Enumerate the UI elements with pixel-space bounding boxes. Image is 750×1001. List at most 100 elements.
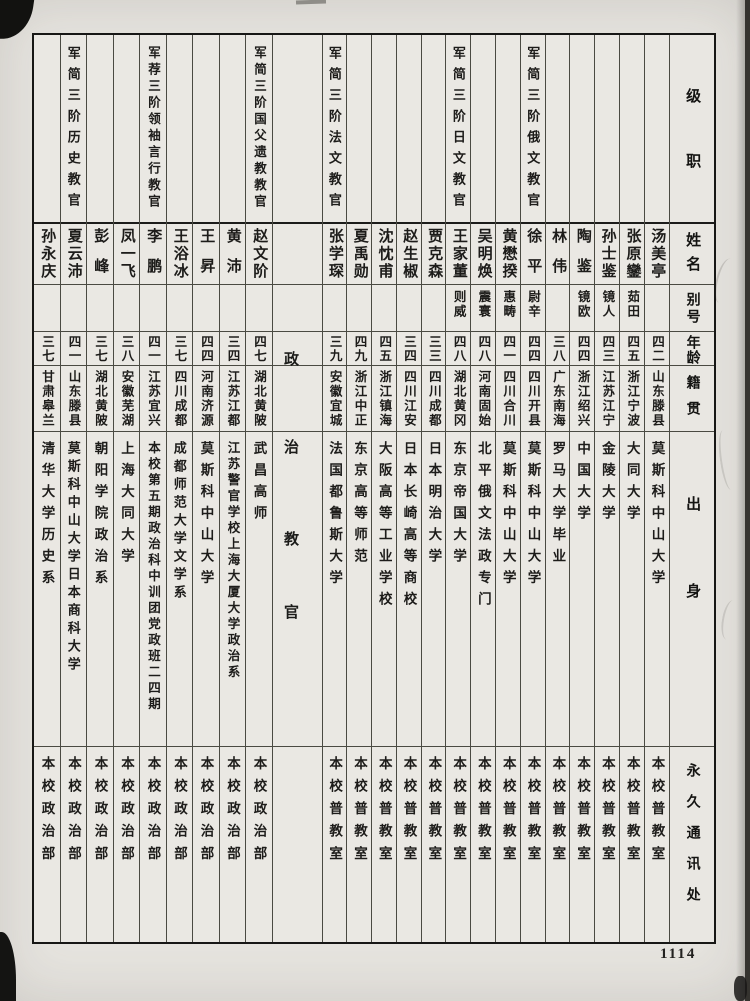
scan-smudge [715,429,739,491]
native-cell-text: 四川成都 [426,370,441,428]
age-cell-text: 三七 [40,335,54,363]
age-cell: 三九 [322,332,347,366]
name-cell-text: 王昇 [198,228,215,285]
rank-cell-text: 军简三阶历史教官 [65,46,81,214]
name-cell: 夏禹勋 [347,224,372,285]
field-label-permanent-address-cell: 永久通讯处 [670,747,714,942]
name-cell-text: 贾克森 [426,228,443,281]
person-column: 汤美亭 四二 山东滕县 莫斯科中山大学 本校普教室 [644,35,670,942]
name-cell: 王家董 [446,224,471,285]
address-cell: 本校政治部 [61,747,87,942]
scan-mark-top-edge [295,0,327,5]
name-cell-text: 孙永庆 [39,228,56,281]
age-cell: 三四 [219,332,245,366]
age-cell-text: 四五 [625,335,640,363]
native-cell: 四川开县 [520,366,545,432]
name-cell: 沈忱甫 [372,224,396,285]
rank-cell [166,35,192,224]
person-column: 赵生椒 三四 四川江安 日本长崎高等商校 本校普教室 [396,35,422,942]
hao-cell [113,285,139,332]
rank-cell [644,35,669,224]
background-cell: 大同大学 [620,432,644,747]
name-cell-text: 林伟 [550,228,567,285]
person-column: 沈忱甫 四五 浙江镇海 大阪高等工业学校 本校普教室 [372,35,397,942]
rank-cell-text: 军荐三阶领袖言行教官 [146,46,160,211]
field-label-background: 出身 [684,496,701,670]
native-cell-text: 浙江镇海 [377,370,392,428]
background-cell-text: 东京帝国大学 [451,441,467,570]
native-cell-text: 江苏江都 [225,370,240,428]
hao-cell: 震寰 [471,285,496,332]
native-cell-text: 湖北黄陂 [252,370,266,428]
name-cell-text: 黄沛 [224,228,241,285]
native-cell: 浙江绍兴 [570,366,595,432]
native-cell: 山东滕县 [644,366,669,432]
name-cell: 徐平 [520,224,545,285]
background-cell-text: 莫斯科中山大学 [649,441,665,592]
background-cell: 成都师范大学文学系 [166,432,192,747]
empty-cell [272,224,322,285]
native-cell: 山东滕县 [60,366,86,432]
background-cell-text: 成都师范大学文学系 [171,441,187,603]
age-cell: 三四 [396,332,421,366]
native-cell-text: 山东滕县 [650,370,664,428]
rank-cell: 军简三阶俄文教官 [520,35,545,224]
name-cell: 孙士鉴 [595,224,620,285]
background-cell-text: 莫斯科中山大学 [500,441,516,592]
age-cell-text: 三四 [225,335,240,363]
hao-cell: 则威 [446,285,471,332]
hao-cell: 尉辛 [520,285,545,332]
name-cell-text: 汤美亭 [649,228,666,281]
person-column: 夏禹勋 四九 浙江中正 东京高等师范 本校普教室 [347,35,373,942]
name-cell-text: 张原鑾 [624,228,641,281]
name-cell: 李鹏 [140,224,166,285]
rank-cell: 军简三阶历史教官 [60,35,86,224]
address-cell-text: 本校政治部 [172,756,187,869]
name-cell-text: 陶鉴 [574,228,591,285]
address-cell-text: 本校普教室 [500,756,516,869]
address-cell: 本校普教室 [570,747,594,942]
age-cell-text: 三四 [402,335,417,363]
background-cell-text: 中国大学 [575,441,591,527]
name-cell-text: 夏云沛 [65,228,82,281]
age-cell: 四一 [140,332,166,366]
hao-cell [34,285,60,332]
person-column: 张原鑾 茹田 四五 浙江宁波 大同大学 本校普教室 [620,35,645,942]
empty-cell [272,366,322,432]
field-label-background-cell: 出身 [669,432,714,747]
background-cell-text: 日本明治大学 [426,441,442,570]
background-cell-text: 日本长崎高等商校 [401,441,417,613]
rank-cell-text: 军简三阶俄文教官 [525,46,541,214]
person-column: 王昇 四四 河南济源 莫斯科中山大学 本校政治部 [193,35,220,942]
scan-edge-shadow [736,0,745,1001]
hao-cell: 惠畴 [496,285,520,332]
person-column: 贾克森 三三 四川成都 日本明治大学 本校普教室 [421,35,447,942]
address-cell: 本校政治部 [167,747,193,942]
name-cell-text: 赵文阶 [251,228,268,281]
age-cell-text: 三八 [119,335,134,363]
address-cell-text: 本校政治部 [92,756,108,869]
age-cell-text: 三三 [426,335,441,363]
native-cell: 安徽宜城 [322,366,347,432]
hao-cell-text: 惠畴 [501,290,516,319]
hao-cell: 镜人 [595,285,620,332]
hao-cell: 镜欧 [570,285,595,332]
age-cell-text: 四二 [650,335,664,363]
native-cell-text: 浙江宁波 [625,370,640,428]
background-cell-text: 朝阳学院政治系 [92,441,108,592]
scan-blob-bottom-left [0,932,16,1001]
name-cell-text: 孙士鉴 [599,228,616,281]
background-cell: 本校第五期政治科中训团党政班二四期 [140,432,166,747]
address-cell: 本校政治部 [193,747,219,942]
empty-cell [272,432,322,747]
native-cell-text: 甘肃皋兰 [40,370,54,428]
person-column: 军简三阶国父遗教教官 赵文阶 四七 湖北黄陂 武昌高师 本校政治部 [246,35,273,942]
rank-cell: 军简三阶法文教官 [322,35,347,224]
address-cell-text: 本校政治部 [251,756,267,869]
background-cell: 莫斯科中山大学 [496,432,520,747]
name-cell: 张原鑾 [620,224,644,285]
native-cell-text: 河南济源 [199,370,213,428]
rank-cell: 军简三阶国父遗教教官 [246,35,272,224]
scan-blob-bottom-right [734,976,747,1001]
native-cell: 浙江中正 [347,366,372,432]
